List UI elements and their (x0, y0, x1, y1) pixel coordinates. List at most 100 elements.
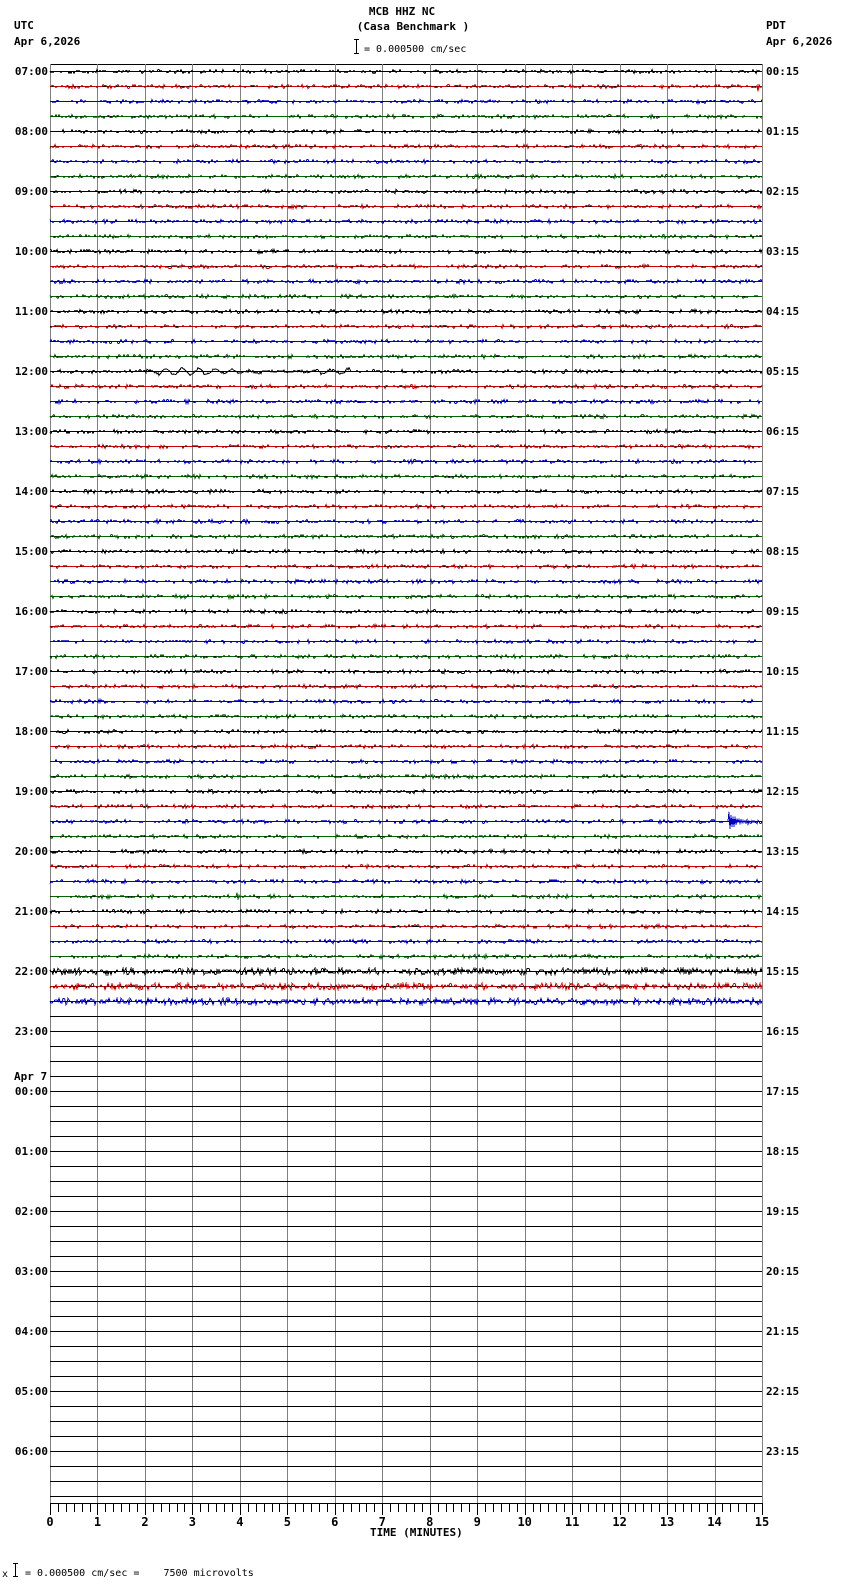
date-change-label: Apr 7 (14, 1070, 47, 1083)
local-hour-label: 06:15 (766, 425, 799, 438)
x-tick-label: 0 (46, 1515, 53, 1529)
trace-row-38 (50, 638, 762, 645)
trace-row-6 (50, 158, 762, 165)
utc-hour-label: 11:00 (15, 305, 48, 318)
trace-row-54 (49, 877, 762, 885)
local-hour-label: 16:15 (766, 1025, 799, 1038)
left-date: Apr 6,2026 (14, 35, 81, 48)
trace-row-42 (50, 697, 762, 705)
x-tick-label: 15 (755, 1515, 769, 1529)
x-tick-label: 4 (236, 1515, 243, 1529)
trace-row-22 (49, 397, 762, 406)
trace-row-26 (49, 457, 762, 466)
trace-row-53 (50, 862, 762, 871)
trace-row-23 (49, 413, 762, 420)
utc-hour-label: 02:00 (15, 1205, 48, 1218)
local-hour-label: 13:15 (766, 845, 799, 858)
utc-hour-label: 23:00 (15, 1025, 48, 1038)
trace-row-40 (49, 668, 763, 675)
trace-row-34 (50, 577, 762, 585)
local-hour-label: 08:15 (766, 545, 799, 558)
plot-grid (50, 64, 763, 1503)
utc-hour-label: 08:00 (15, 125, 48, 138)
trace-row-7 (50, 172, 763, 181)
trace-row-0 (49, 68, 762, 75)
utc-hour-label: 01:00 (15, 1145, 48, 1158)
trace-row-15 (49, 292, 762, 301)
trace-row-51 (49, 833, 763, 840)
utc-hour-label: 10:00 (15, 245, 48, 258)
local-hour-label: 01:15 (766, 125, 799, 138)
trace-row-18 (49, 338, 762, 346)
trace-row-19 (49, 353, 762, 361)
right-timezone: PDT (766, 19, 786, 32)
trace-row-5 (49, 143, 762, 150)
x-axis: 0 1 2 3 4 5 6 7 8 9 10 11 12 13 14 15 (46, 1503, 769, 1529)
utc-hour-label: 18:00 (15, 725, 48, 738)
trace-row-41 (50, 682, 763, 691)
local-hour-label: 15:15 (766, 965, 799, 978)
trace-row-35 (50, 592, 763, 601)
utc-hour-label: 22:00 (15, 965, 48, 978)
x-axis-label: TIME (MINUTES) (370, 1526, 463, 1539)
utc-hour-label: 19:00 (15, 785, 48, 798)
x-tick-label: 5 (284, 1515, 291, 1529)
local-hour-label: 20:15 (766, 1265, 799, 1278)
trace-row-59 (49, 952, 762, 961)
trace-row-49 (49, 803, 763, 810)
trace-row-16 (50, 308, 763, 315)
trace-row-57 (50, 922, 762, 931)
utc-hour-label: 14:00 (15, 485, 48, 498)
trace-row-31 (49, 533, 762, 541)
trace-row-12 (50, 247, 763, 255)
footer-marker: x (2, 1569, 8, 1580)
local-hour-label: 18:15 (766, 1145, 799, 1158)
trace-row-24 (49, 427, 762, 436)
utc-hour-label: 06:00 (15, 1445, 48, 1458)
x-tick-label: 1 (94, 1515, 101, 1529)
trace-row-11 (50, 232, 763, 241)
local-hour-label: 10:15 (766, 665, 799, 678)
trace-row-61 (49, 981, 763, 992)
utc-hour-label: 17:00 (15, 665, 48, 678)
trace-row-29 (49, 503, 762, 511)
x-tick-label: 9 (474, 1515, 481, 1529)
local-hour-label: 21:15 (766, 1325, 799, 1338)
trace-row-56 (49, 907, 763, 915)
trace-row-25 (49, 443, 762, 451)
utc-hour-label: 03:00 (15, 1265, 48, 1278)
utc-hour-label: 07:00 (15, 65, 48, 78)
trace-row-27 (50, 473, 762, 481)
local-hour-label: 05:15 (766, 365, 799, 378)
local-hour-label: 22:15 (766, 1385, 799, 1398)
trace-row-50 (50, 811, 763, 830)
x-tick-label: 6 (331, 1515, 338, 1529)
trace-row-20 (50, 366, 763, 377)
footer-scale-text: = 0.000500 cm/sec = 7500 microvolts (25, 1568, 254, 1579)
local-hour-label: 14:15 (766, 905, 799, 918)
trace-row-58 (49, 938, 763, 945)
x-tick-label: 12 (612, 1515, 626, 1529)
utc-hour-label: 09:00 (15, 185, 48, 198)
trace-row-43 (50, 713, 763, 721)
local-hour-label: 03:15 (766, 245, 799, 258)
trace-row-3 (50, 113, 763, 121)
x-tick-label: 14 (707, 1515, 721, 1529)
local-hour-label: 17:15 (766, 1085, 799, 1098)
local-hour-label: 09:15 (766, 605, 799, 618)
trace-row-14 (50, 277, 763, 286)
trace-row-8 (50, 188, 763, 195)
trace-row-33 (49, 563, 762, 571)
trace-row-2 (50, 98, 763, 105)
trace-row-52 (49, 847, 763, 856)
trace-row-1 (50, 82, 763, 92)
scale-bar-icon (354, 39, 359, 54)
trace-row-44 (50, 728, 763, 735)
site-name: (Casa Benchmark ) (357, 20, 470, 33)
trace-row-48 (50, 788, 763, 795)
trace-row-45 (50, 743, 763, 751)
trace-row-36 (49, 608, 762, 615)
utc-hour-label: 16:00 (15, 605, 48, 618)
trace-row-55 (49, 892, 762, 901)
